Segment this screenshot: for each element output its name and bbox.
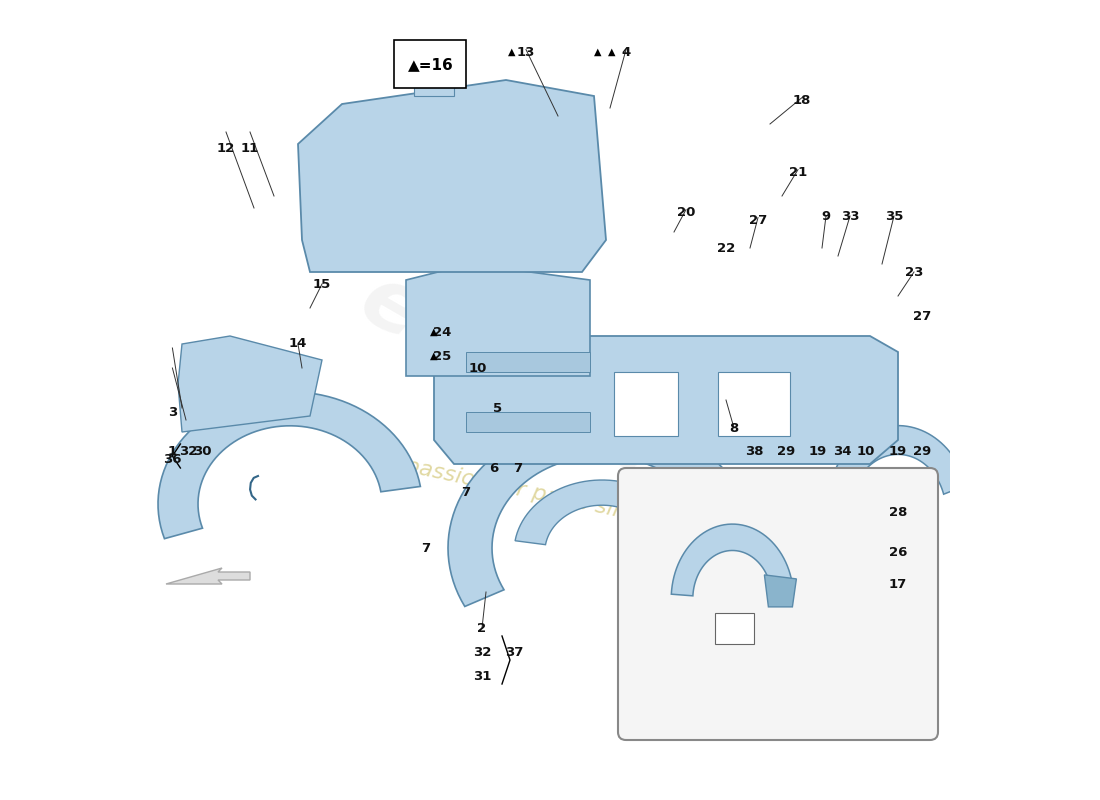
- Text: 6: 6: [490, 462, 498, 474]
- FancyBboxPatch shape: [618, 468, 938, 740]
- Text: 10: 10: [469, 362, 487, 374]
- Text: 29: 29: [777, 446, 795, 458]
- Text: 24: 24: [432, 326, 451, 338]
- Polygon shape: [434, 336, 898, 464]
- Polygon shape: [466, 352, 590, 372]
- Text: 12: 12: [217, 142, 235, 154]
- Polygon shape: [829, 426, 967, 494]
- Text: 28: 28: [889, 506, 908, 518]
- Text: 27: 27: [913, 310, 931, 322]
- Polygon shape: [298, 80, 606, 272]
- Text: 20: 20: [676, 206, 695, 218]
- Text: ▲: ▲: [594, 47, 602, 57]
- Polygon shape: [515, 480, 689, 545]
- Polygon shape: [718, 372, 790, 436]
- Polygon shape: [406, 264, 590, 376]
- Text: ▲: ▲: [508, 47, 515, 57]
- Text: 14: 14: [289, 338, 307, 350]
- Text: a passion for parts since 1985: a passion for parts since 1985: [384, 451, 716, 541]
- Text: 37: 37: [505, 646, 524, 658]
- Text: 36: 36: [163, 454, 182, 466]
- Text: 26: 26: [889, 546, 908, 558]
- Text: 17: 17: [889, 578, 908, 590]
- Text: ▲=16: ▲=16: [408, 58, 453, 72]
- Text: 29: 29: [913, 446, 931, 458]
- Polygon shape: [466, 412, 590, 432]
- Text: 35: 35: [884, 210, 903, 222]
- Polygon shape: [448, 419, 756, 606]
- Text: 8: 8: [729, 422, 738, 434]
- Polygon shape: [671, 524, 793, 596]
- Text: 25: 25: [433, 350, 451, 362]
- Text: 11: 11: [241, 142, 260, 154]
- FancyBboxPatch shape: [394, 40, 466, 88]
- Text: 21: 21: [789, 166, 807, 178]
- Text: 32: 32: [179, 446, 198, 458]
- Text: 18: 18: [793, 94, 811, 106]
- Text: 3: 3: [168, 406, 177, 418]
- Polygon shape: [764, 575, 796, 607]
- Text: eurocars: eurocars: [345, 258, 755, 542]
- FancyBboxPatch shape: [715, 614, 754, 645]
- Text: ▲: ▲: [430, 327, 438, 337]
- Polygon shape: [166, 568, 250, 584]
- Text: 22: 22: [717, 242, 735, 254]
- Text: 7: 7: [421, 542, 430, 554]
- Text: 27: 27: [749, 214, 767, 226]
- Text: 19: 19: [889, 446, 908, 458]
- Text: 34: 34: [833, 446, 851, 458]
- Polygon shape: [726, 656, 774, 728]
- Polygon shape: [414, 56, 454, 96]
- Text: 1: 1: [168, 446, 177, 458]
- Text: 9: 9: [822, 210, 830, 222]
- Polygon shape: [710, 496, 806, 608]
- Text: 10: 10: [857, 446, 876, 458]
- Text: 4: 4: [621, 46, 630, 58]
- Text: 15: 15: [312, 278, 331, 290]
- Text: 19: 19: [808, 446, 827, 458]
- Text: ▲: ▲: [430, 351, 438, 361]
- Text: 30: 30: [192, 446, 211, 458]
- Text: 2: 2: [477, 622, 486, 634]
- Text: 31: 31: [473, 670, 492, 682]
- Text: 5: 5: [494, 402, 503, 414]
- Polygon shape: [158, 392, 420, 538]
- Polygon shape: [178, 336, 322, 432]
- Text: ▲: ▲: [608, 47, 615, 57]
- Text: 38: 38: [745, 446, 763, 458]
- Text: 7: 7: [514, 462, 522, 474]
- Text: 33: 33: [840, 210, 859, 222]
- Text: 32: 32: [473, 646, 492, 658]
- Text: 7: 7: [461, 486, 471, 498]
- Text: 23: 23: [905, 266, 923, 278]
- Polygon shape: [614, 372, 678, 436]
- Text: 13: 13: [517, 46, 536, 58]
